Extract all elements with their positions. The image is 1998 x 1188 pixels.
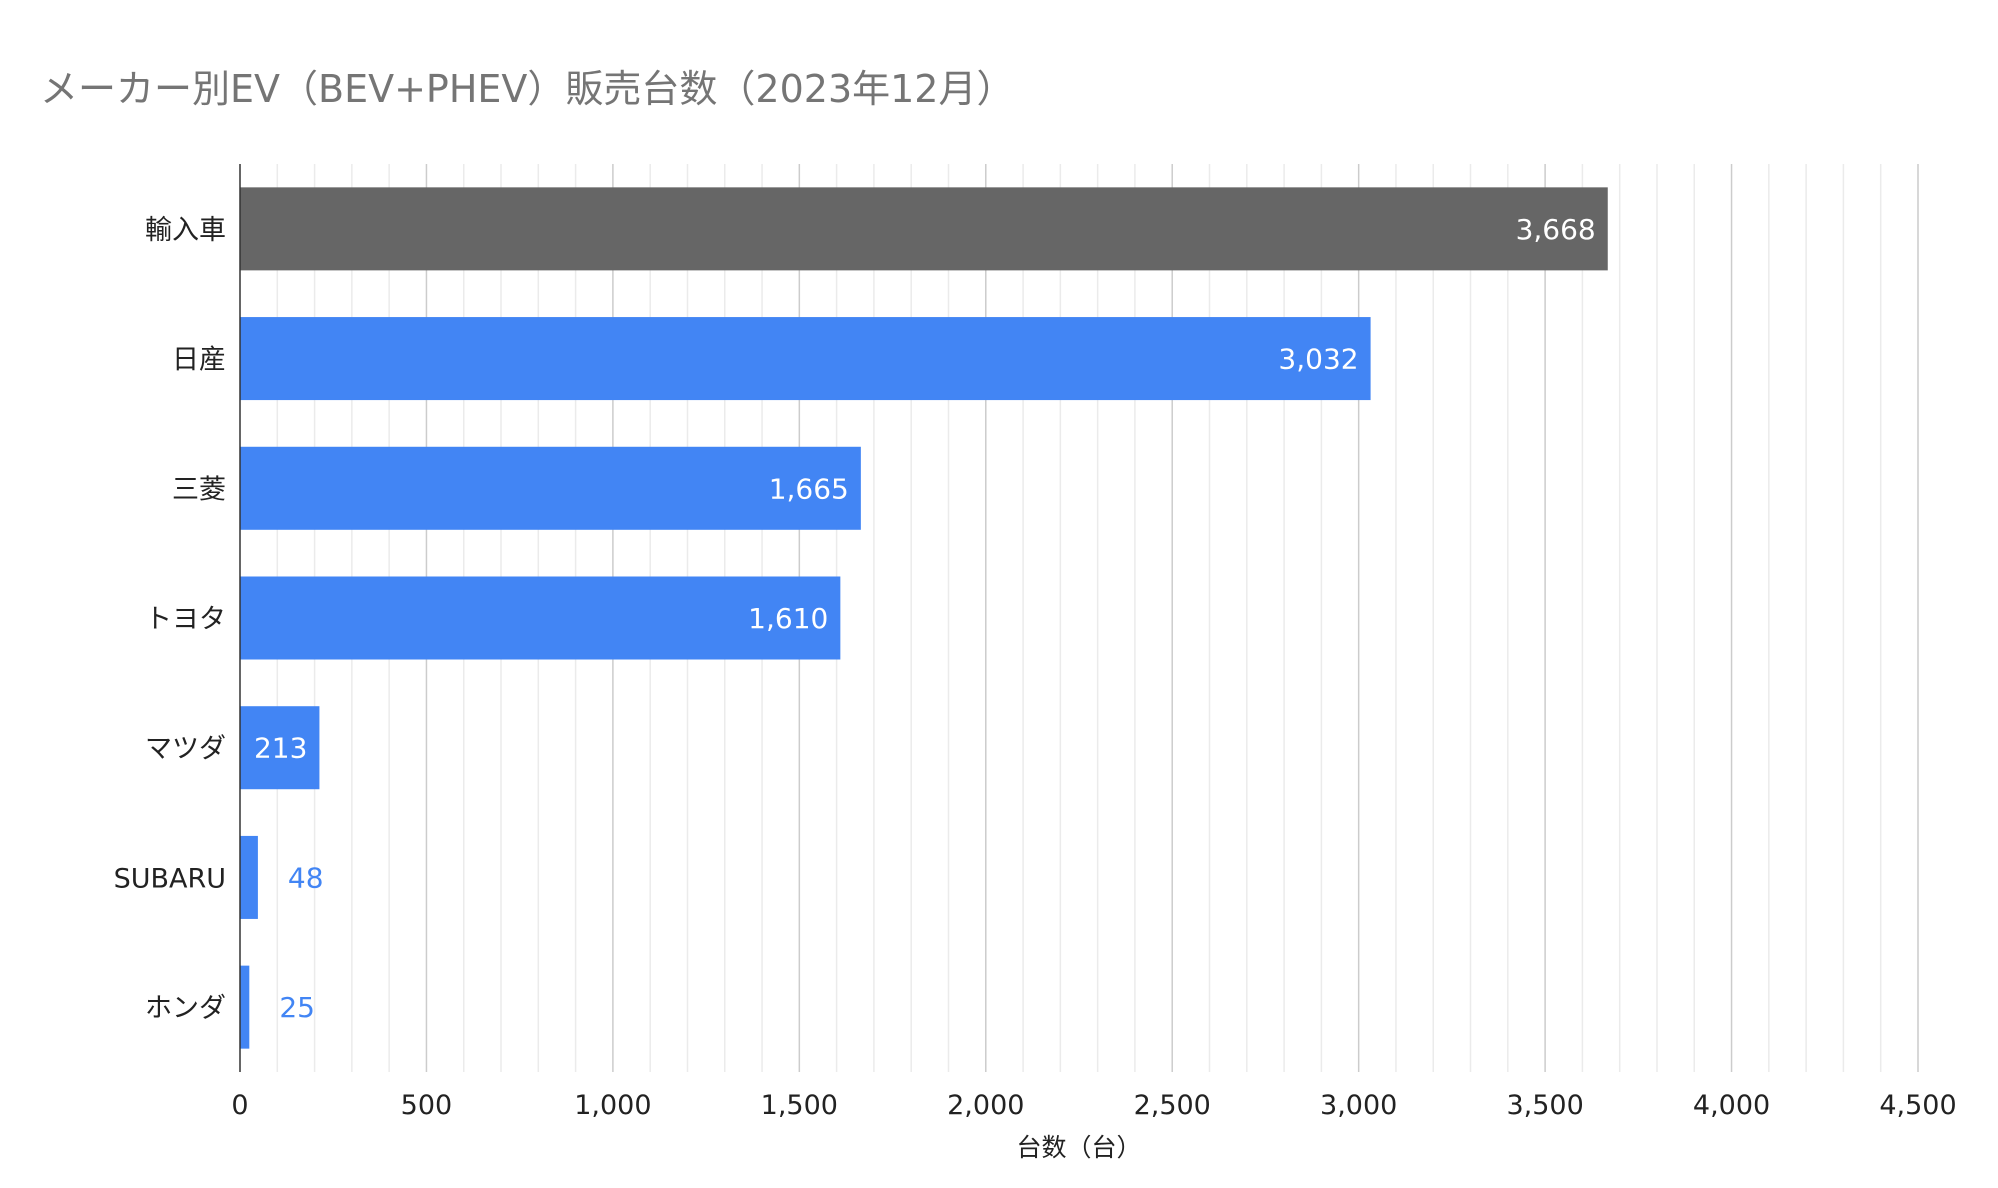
data-label: 3,032	[1278, 343, 1358, 376]
bar	[240, 187, 1608, 271]
category-label: SUBARU	[114, 863, 226, 894]
bar	[240, 576, 841, 660]
x-axis-title: 台数（台）	[1016, 1133, 1141, 1162]
data-label: 3,668	[1516, 213, 1596, 246]
bar	[240, 706, 320, 790]
category-label: 日産	[172, 345, 226, 376]
bar-layer	[240, 187, 1608, 1049]
x-tick-label: 1,000	[574, 1090, 651, 1121]
category-label: ホンダ	[145, 993, 226, 1024]
category-label: 輸入車	[145, 215, 226, 246]
x-tick-label: 2,500	[1134, 1090, 1211, 1121]
data-label: 25	[279, 991, 315, 1024]
data-label: 1,665	[769, 472, 849, 505]
category-label: トヨタ	[145, 604, 226, 635]
x-tick-label: 0	[231, 1090, 248, 1121]
bar	[240, 446, 861, 530]
chart-title: メーカー別EV（BEV+PHEV）販売台数（2023年12月）	[40, 67, 1015, 111]
data-label: 1,610	[748, 602, 828, 635]
x-tick-label: 3,500	[1506, 1090, 1583, 1121]
x-tick-label: 1,500	[761, 1090, 838, 1121]
category-label: 三菱	[172, 474, 226, 505]
x-tick-label: 4,000	[1693, 1090, 1770, 1121]
label-layer: 0 500 1,000 1,500 2,000 2,500 3,000 3,500 4,000 4…	[114, 213, 1957, 1121]
bar	[240, 317, 1371, 401]
data-label: 48	[288, 861, 324, 894]
x-tick-label: 2,000	[947, 1090, 1024, 1121]
x-tick-label: 4,500	[1879, 1090, 1956, 1121]
bar	[240, 965, 250, 1049]
data-label: 213	[254, 732, 307, 765]
bar	[240, 835, 258, 919]
category-label: マツダ	[145, 734, 226, 765]
x-tick-label: 500	[401, 1090, 453, 1121]
x-tick-label: 3,000	[1320, 1090, 1397, 1121]
